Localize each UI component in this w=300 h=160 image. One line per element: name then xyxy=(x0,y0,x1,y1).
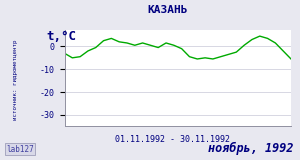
Text: lab127: lab127 xyxy=(6,145,34,154)
Text: t,°C: t,°C xyxy=(46,30,76,43)
Text: 01.11.1992 - 30.11.1992: 01.11.1992 - 30.11.1992 xyxy=(115,135,230,144)
Text: ноябрь, 1992: ноябрь, 1992 xyxy=(208,142,294,155)
Text: КАЗАНЬ: КАЗАНЬ xyxy=(148,5,188,15)
Text: источник: гидрометцентр: источник: гидрометцентр xyxy=(13,40,18,120)
